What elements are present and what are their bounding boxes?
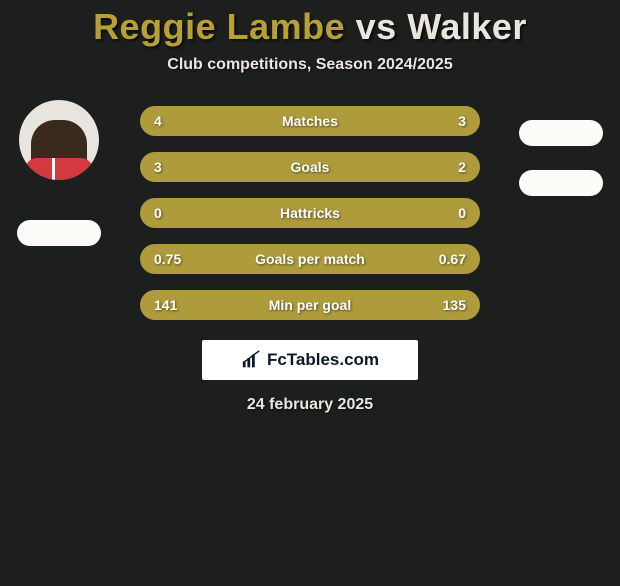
brand-badge: FcTables.com — [202, 340, 418, 380]
title-vs: vs — [356, 6, 397, 47]
title-player-left: Reggie Lambe — [93, 6, 345, 47]
stat-row-goals: 3 Goals 2 — [140, 152, 480, 182]
stat-left-value: 4 — [154, 113, 194, 129]
comparison-layout: 4 Matches 3 3 Goals 2 0 Hattricks 0 0.75… — [0, 106, 620, 320]
stat-row-goals-per-match: 0.75 Goals per match 0.67 — [140, 244, 480, 274]
stat-left-value: 141 — [154, 297, 194, 313]
stats-column: 4 Matches 3 3 Goals 2 0 Hattricks 0 0.75… — [130, 106, 490, 320]
stat-left-value: 3 — [154, 159, 194, 175]
right-player-name-pill-1 — [519, 120, 603, 146]
stat-right-value: 0 — [426, 205, 466, 221]
brand-text: FcTables.com — [267, 350, 379, 370]
stat-row-hattricks: 0 Hattricks 0 — [140, 198, 480, 228]
stat-left-value: 0.75 — [154, 251, 194, 267]
bar-chart-icon — [241, 350, 263, 370]
title-player-right: Walker — [407, 6, 527, 47]
stat-right-value: 0.67 — [426, 251, 466, 267]
left-player-column — [8, 106, 110, 246]
stat-right-value: 2 — [426, 159, 466, 175]
stat-right-value: 135 — [426, 297, 466, 313]
stat-left-value: 0 — [154, 205, 194, 221]
left-player-name-pill — [17, 220, 101, 246]
stat-row-min-per-goal: 141 Min per goal 135 — [140, 290, 480, 320]
comparison-title: Reggie Lambe vs Walker — [0, 6, 620, 48]
right-player-column — [510, 106, 612, 196]
avatar-figure — [31, 120, 87, 180]
comparison-subtitle: Club competitions, Season 2024/2025 — [0, 56, 620, 74]
right-player-name-pill-2 — [519, 170, 603, 196]
footer: FcTables.com 24 february 2025 — [0, 340, 620, 414]
stat-right-value: 3 — [426, 113, 466, 129]
snapshot-date: 24 february 2025 — [247, 396, 373, 414]
stat-row-matches: 4 Matches 3 — [140, 106, 480, 136]
left-player-avatar — [19, 100, 99, 180]
